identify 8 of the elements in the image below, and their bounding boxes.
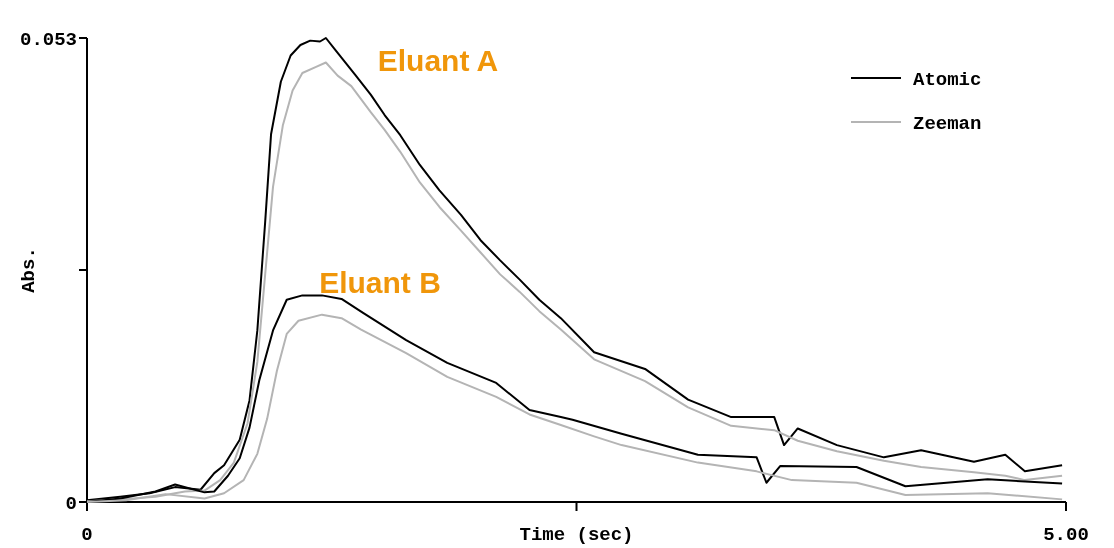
x-axis-title: Time (sec) bbox=[519, 524, 634, 546]
annotation: Eluant A bbox=[377, 43, 499, 77]
legend-label: Zeeman bbox=[913, 112, 982, 135]
y-tick-label: 0.053 bbox=[19, 28, 77, 51]
x-tick-label: 5.00 bbox=[1043, 524, 1089, 546]
annotation: Eluant B bbox=[319, 265, 441, 299]
legend-label: Atomic bbox=[913, 68, 982, 91]
y-axis-title: Abs. bbox=[18, 247, 40, 293]
